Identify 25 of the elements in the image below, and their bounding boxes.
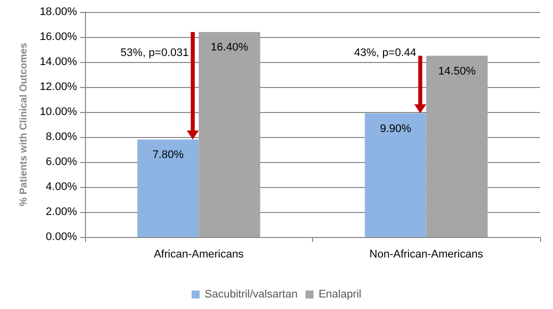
legend-label: Sacubitril/valsartan: [204, 288, 298, 300]
y-tick-label: 6.00%: [46, 156, 78, 168]
bar: [426, 56, 488, 237]
data-label: 14.50%: [438, 65, 476, 78]
annotation: 53%, p=0.031: [120, 46, 189, 59]
y-tick-label: 16.00%: [40, 31, 78, 43]
y-tick-label: 14.00%: [40, 56, 78, 68]
data-label: 7.80%: [152, 149, 184, 161]
y-tick-label: 18.00%: [40, 6, 78, 18]
x-tick-label: African-Americans: [154, 248, 244, 260]
y-tick-label: 0.00%: [46, 231, 78, 243]
data-label: 16.40%: [210, 42, 248, 54]
annotation: 43%, p=0.44: [354, 46, 416, 59]
y-tick-label: 12.00%: [40, 81, 78, 93]
y-axis-title: % Patients with Clinical Outcomes: [18, 42, 30, 206]
legend-label: Enalapril: [318, 288, 362, 300]
y-tick-label: 2.00%: [46, 206, 78, 218]
x-tick-label: Non-African-Americans: [369, 248, 484, 260]
data-label: 9.90%: [380, 122, 412, 135]
y-tick-label: 8.00%: [46, 131, 78, 143]
bar: [137, 140, 199, 237]
y-tick-label: 4.00%: [46, 181, 78, 193]
bar: [364, 113, 426, 237]
bar: [198, 32, 260, 237]
y-tick-label: 10.00%: [40, 106, 78, 118]
